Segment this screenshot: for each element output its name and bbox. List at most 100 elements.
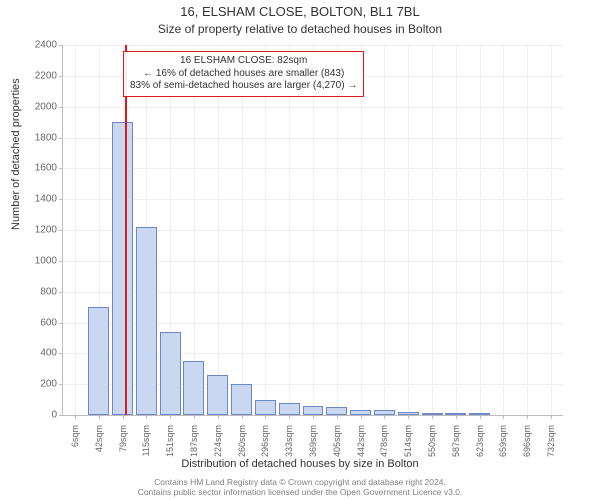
y-tick-label: 400 <box>40 348 57 359</box>
footer: Contains HM Land Registry data © Crown c… <box>0 478 600 498</box>
grid-line-v <box>337 45 338 415</box>
x-tick-label: 732sqm <box>546 425 556 457</box>
y-tick-mark <box>59 168 63 169</box>
grid-line-v <box>480 45 481 415</box>
x-tick-mark <box>456 415 457 419</box>
x-tick-label: 659sqm <box>498 425 508 457</box>
x-tick-mark <box>123 415 124 419</box>
y-tick-label: 2000 <box>35 101 57 112</box>
x-tick-label: 514sqm <box>403 425 413 457</box>
x-tick-mark <box>480 415 481 419</box>
x-tick-label: 587sqm <box>451 425 461 457</box>
x-tick-label: 224sqm <box>213 425 223 457</box>
y-tick-mark <box>59 107 63 108</box>
bar <box>136 227 157 415</box>
x-tick-mark <box>408 415 409 419</box>
y-tick-label: 1000 <box>35 255 57 266</box>
grid-line-v <box>432 45 433 415</box>
x-tick-label: 623sqm <box>475 425 485 457</box>
grid-line-v <box>456 45 457 415</box>
grid-line-v <box>551 45 552 415</box>
grid-line-v <box>265 45 266 415</box>
x-tick-label: 405sqm <box>332 425 342 457</box>
x-tick-label: 478sqm <box>379 425 389 457</box>
y-tick-mark <box>59 199 63 200</box>
x-tick-label: 260sqm <box>237 425 247 457</box>
y-tick-label: 1800 <box>35 132 57 143</box>
y-tick-label: 200 <box>40 379 57 390</box>
grid-line-v <box>313 45 314 415</box>
y-tick-mark <box>59 261 63 262</box>
bar <box>303 406 324 415</box>
bar <box>112 122 133 415</box>
x-tick-mark <box>99 415 100 419</box>
y-tick-label: 1600 <box>35 163 57 174</box>
y-axis-title: Number of detached properties <box>10 78 22 230</box>
x-tick-mark <box>170 415 171 419</box>
x-tick-mark <box>289 415 290 419</box>
y-tick-mark <box>59 76 63 77</box>
chart-wrapper: 16, ELSHAM CLOSE, BOLTON, BL1 7BL Size o… <box>0 0 600 500</box>
bar <box>255 400 276 415</box>
grid-line-v <box>75 45 76 415</box>
bar <box>422 413 443 415</box>
info-box-line: ← 16% of detached houses are smaller (84… <box>130 68 357 81</box>
bar <box>183 361 204 415</box>
x-tick-mark <box>551 415 552 419</box>
bar <box>326 407 347 415</box>
x-tick-label: 42sqm <box>94 425 104 452</box>
bar <box>374 410 395 415</box>
grid-line-v <box>527 45 528 415</box>
x-axis-title: Distribution of detached houses by size … <box>0 458 600 470</box>
grid-line-v <box>408 45 409 415</box>
grid-line-v <box>361 45 362 415</box>
bar <box>160 332 181 415</box>
page-subtitle: Size of property relative to detached ho… <box>0 22 600 36</box>
grid-line-v <box>218 45 219 415</box>
info-box-line: 16 ELSHAM CLOSE: 82sqm <box>130 55 357 68</box>
x-tick-label: 550sqm <box>427 425 437 457</box>
grid-line-v <box>503 45 504 415</box>
x-tick-mark <box>313 415 314 419</box>
x-tick-label: 6sqm <box>70 425 80 447</box>
chart-area: 0200400600800100012001400160018002000220… <box>62 45 563 416</box>
x-tick-mark <box>527 415 528 419</box>
grid-line-v <box>194 45 195 415</box>
bar <box>350 410 371 415</box>
x-tick-mark <box>265 415 266 419</box>
x-tick-mark <box>384 415 385 419</box>
page-title: 16, ELSHAM CLOSE, BOLTON, BL1 7BL <box>0 0 600 20</box>
y-tick-mark <box>59 138 63 139</box>
y-tick-label: 600 <box>40 317 57 328</box>
bar <box>88 307 109 415</box>
x-tick-label: 333sqm <box>284 425 294 457</box>
x-tick-label: 79sqm <box>118 425 128 452</box>
y-tick-label: 2400 <box>35 40 57 51</box>
y-tick-mark <box>59 45 63 46</box>
info-box-line: 83% of semi-detached houses are larger (… <box>130 80 357 93</box>
y-tick-mark <box>59 384 63 385</box>
bar <box>398 412 419 415</box>
x-tick-label: 296sqm <box>260 425 270 457</box>
x-tick-label: 696sqm <box>522 425 532 457</box>
x-tick-mark <box>503 415 504 419</box>
info-box: 16 ELSHAM CLOSE: 82sqm← 16% of detached … <box>123 51 364 97</box>
x-tick-mark <box>75 415 76 419</box>
bar <box>279 403 300 415</box>
x-tick-mark <box>146 415 147 419</box>
y-tick-label: 0 <box>51 410 57 421</box>
x-tick-label: 442sqm <box>356 425 366 457</box>
y-tick-mark <box>59 415 63 416</box>
x-tick-mark <box>361 415 362 419</box>
y-tick-label: 1200 <box>35 225 57 236</box>
y-tick-label: 2200 <box>35 70 57 81</box>
x-tick-mark <box>432 415 433 419</box>
bar <box>445 413 466 415</box>
x-tick-mark <box>337 415 338 419</box>
footer-line2: Contains public sector information licen… <box>0 488 600 498</box>
y-tick-mark <box>59 292 63 293</box>
y-tick-label: 800 <box>40 286 57 297</box>
x-tick-label: 115sqm <box>141 425 151 456</box>
x-tick-label: 151sqm <box>165 425 175 457</box>
marker-line <box>125 45 127 415</box>
